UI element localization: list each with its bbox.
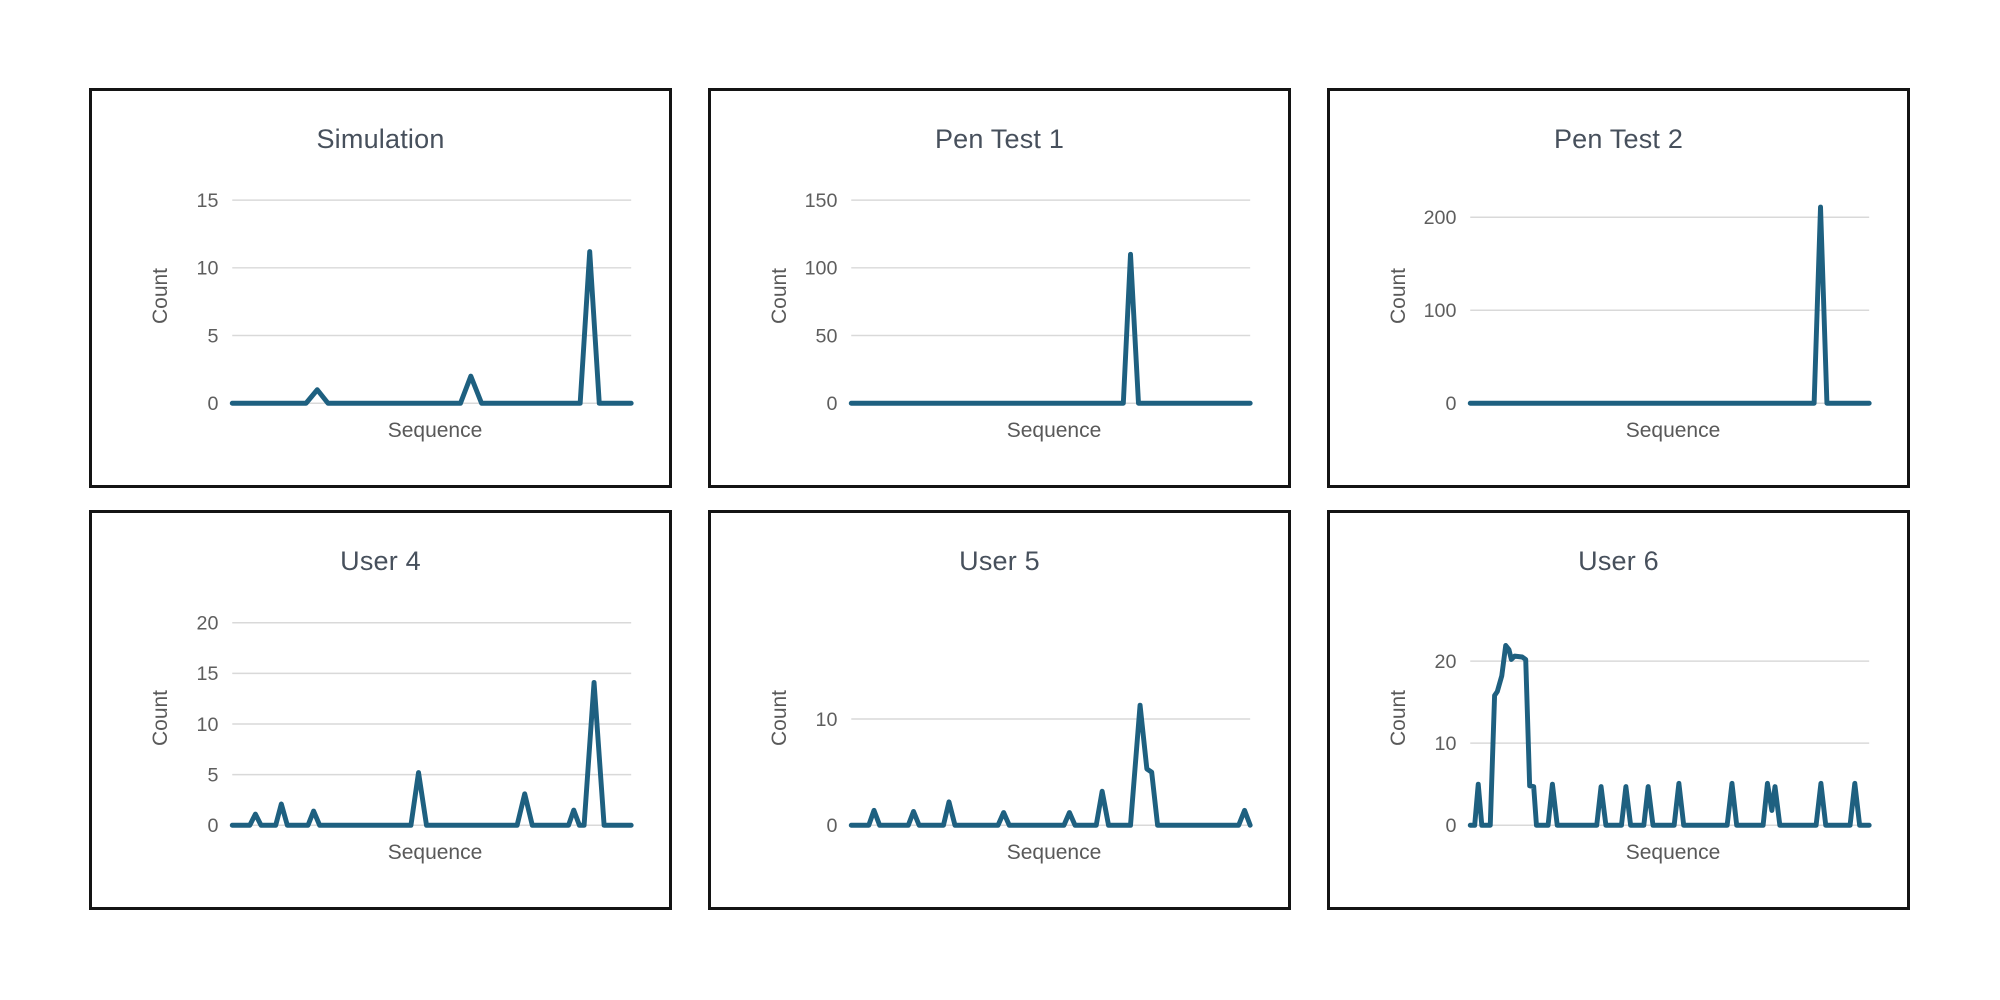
chart-panel-simulation: Simulation Count Sequence 0 5 10 15 — [89, 88, 672, 488]
x-axis-label: Sequence — [387, 419, 483, 442]
y-tick-label: 10 — [1435, 733, 1457, 755]
x-axis-label: Sequence — [1625, 419, 1721, 442]
series-line — [229, 679, 634, 828]
chart-plot: 0 100 200 — [1424, 204, 1872, 415]
y-tick-label: 100 — [1424, 300, 1457, 322]
chart-panel-pen-test-1: Pen Test 1 Count Sequence 0 50 100 150 — [708, 88, 1291, 488]
series-line — [1467, 204, 1872, 406]
series-line — [229, 249, 634, 406]
series-line — [848, 702, 1253, 828]
chart-plot: 0 10 — [816, 702, 1253, 837]
x-axis-label: Sequence — [1006, 841, 1102, 864]
y-tick-label: 20 — [1435, 651, 1457, 673]
chart-panel-user-5: User 5 Count Sequence 0 10 — [708, 510, 1291, 910]
chart-plot: 0 10 20 — [1435, 643, 1872, 837]
chart-title: Pen Test 2 — [1553, 124, 1684, 154]
y-tick-label: 100 — [805, 258, 838, 280]
chart-title: Simulation — [316, 124, 445, 154]
y-tick-label: 200 — [1424, 207, 1457, 229]
chart-plot: 0 50 100 150 — [805, 190, 1253, 415]
series-line — [848, 251, 1253, 406]
chart-panel-pen-test-2: Pen Test 2 Count Sequence 0 100 200 — [1327, 88, 1910, 488]
y-tick-label: 5 — [208, 765, 219, 787]
y-tick-label: 10 — [197, 714, 219, 736]
y-tick-label: 15 — [197, 190, 219, 212]
chart-title: User 6 — [1578, 546, 1659, 576]
y-tick-label: 0 — [1446, 393, 1457, 415]
chart-panel-user-4: User 4 Count Sequence 0 5 10 15 20 — [89, 510, 672, 910]
y-tick-label: 15 — [197, 663, 219, 685]
chart-title: Pen Test 1 — [934, 124, 1065, 154]
chart-plot: 0 5 10 15 20 — [197, 613, 634, 837]
series-line — [1467, 643, 1872, 828]
y-tick-label: 0 — [208, 815, 219, 837]
y-tick-label: 50 — [816, 325, 838, 347]
chart-panel-user-6: User 6 Count Sequence 0 10 20 — [1327, 510, 1910, 910]
y-tick-label: 0 — [827, 815, 838, 837]
chart-plot: 0 5 10 15 — [197, 190, 634, 415]
y-tick-label: 150 — [805, 190, 838, 212]
y-tick-label: 10 — [197, 258, 219, 280]
x-axis-label: Sequence — [387, 841, 483, 864]
y-tick-label: 0 — [1446, 815, 1457, 837]
y-tick-label: 0 — [208, 393, 219, 415]
chart-title: User 5 — [959, 546, 1040, 576]
y-tick-label: 0 — [827, 393, 838, 415]
y-tick-label: 10 — [816, 709, 838, 731]
chart-title: User 4 — [340, 546, 421, 576]
y-tick-label: 5 — [208, 325, 219, 347]
x-axis-label: Sequence — [1006, 419, 1102, 442]
x-axis-label: Sequence — [1625, 841, 1721, 864]
y-tick-label: 20 — [197, 613, 219, 635]
